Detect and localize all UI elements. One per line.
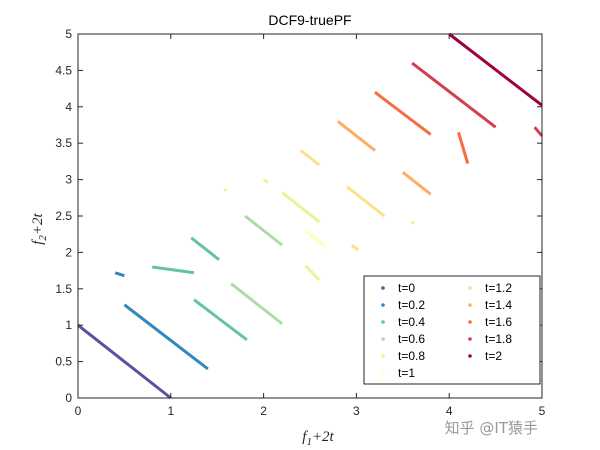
series-9-segment-0: [411, 61, 497, 129]
series-1-segment-1: [123, 303, 209, 371]
x-axis-label: f1+2t: [302, 429, 334, 448]
series-4-segment-2: [223, 187, 228, 192]
legend-marker-7: [468, 303, 472, 307]
legend-label-10: t=2: [485, 349, 502, 363]
series-6-segment-2: [346, 185, 386, 218]
x-tick-label: 4: [446, 404, 453, 418]
legend-marker-5: [381, 371, 385, 375]
x-tick-label: 5: [539, 404, 546, 418]
y-tick-label: 3.5: [55, 136, 72, 150]
y-tick-label: 2: [65, 245, 72, 259]
legend-label-0: t=0: [398, 281, 415, 295]
series-2-segment-2: [193, 298, 248, 341]
legend-label-4: t=0.8: [398, 349, 425, 363]
legend-marker-1: [381, 303, 385, 307]
x-tick-label: 2: [260, 404, 267, 418]
series-4-segment-3: [262, 178, 270, 184]
series-6-segment-0: [299, 149, 321, 167]
series-4-segment-0: [304, 264, 321, 282]
y-tick-label: 5: [65, 27, 72, 41]
series-3-segment-0: [230, 282, 284, 325]
series-7-segment-0: [336, 120, 376, 152]
legend-marker-10: [468, 354, 472, 358]
legend-box: [363, 275, 541, 385]
series-6-segment-3: [411, 220, 415, 225]
legend-label-2: t=0.4: [398, 315, 425, 329]
y-axis-label: f2+2t: [30, 212, 49, 244]
legend-label-9: t=1.8: [485, 332, 512, 346]
legend-marker-6: [468, 286, 472, 290]
legend-label-6: t=1.2: [485, 281, 512, 295]
x-tick-label: 1: [167, 404, 174, 418]
y-tick-label: 0: [65, 391, 72, 405]
legend-marker-8: [468, 320, 472, 324]
series-5-segment-0: [304, 229, 328, 249]
y-tick-label: 3: [65, 173, 72, 187]
series-7-segment-1: [401, 171, 432, 196]
series-lines: [77, 32, 544, 400]
watermark: 知乎 @IT猿手: [445, 419, 538, 437]
series-8-segment-0: [374, 91, 432, 136]
series-10-segment-0: [448, 32, 543, 107]
x-tick-label: 3: [353, 404, 360, 418]
legend-label-1: t=0.2: [398, 298, 425, 312]
series-3-segment-1: [244, 214, 284, 247]
legend-marker-9: [468, 337, 472, 341]
legend-label-8: t=1.6: [485, 315, 512, 329]
series-9-segment-1: [533, 126, 544, 137]
legend-label-5: t=1: [398, 366, 415, 380]
chart-title: DCF9-truePF: [268, 12, 351, 28]
axis-ticks: 0 1 2 3 4 5 0 0.5 1 1.5 2 2.5 3 3.5 4 4.5 5: [55, 27, 545, 418]
series-1-segment-0: [114, 271, 125, 278]
y-tick-label: 4: [65, 100, 72, 114]
legend-marker-0: [381, 286, 385, 290]
y-tick-label: 1: [65, 318, 72, 332]
series-8-segment-1: [457, 131, 470, 165]
x-tick-label: 0: [75, 404, 82, 418]
y-tick-label: 2.5: [55, 209, 72, 223]
legend-marker-2: [381, 320, 385, 324]
series-2-segment-1: [190, 236, 220, 261]
series-4-segment-1: [281, 191, 321, 224]
y-tick-label: 4.5: [55, 63, 72, 77]
series-0-segment-0: [77, 324, 172, 400]
legend-label-7: t=1.4: [485, 298, 512, 312]
series-2-segment-0: [152, 265, 195, 275]
legend: t=0 t=0.2 t=0.4 t=0.6 t=0.8 t=1 t=1.2 t=1.4 t=1.…: [363, 275, 541, 385]
y-tick-label: 0.5: [55, 355, 72, 369]
y-tick-label: 1.5: [55, 282, 72, 296]
series-6-segment-1: [350, 243, 360, 252]
legend-marker-4: [381, 354, 385, 358]
legend-label-3: t=0.6: [398, 332, 425, 346]
legend-marker-3: [381, 337, 385, 341]
